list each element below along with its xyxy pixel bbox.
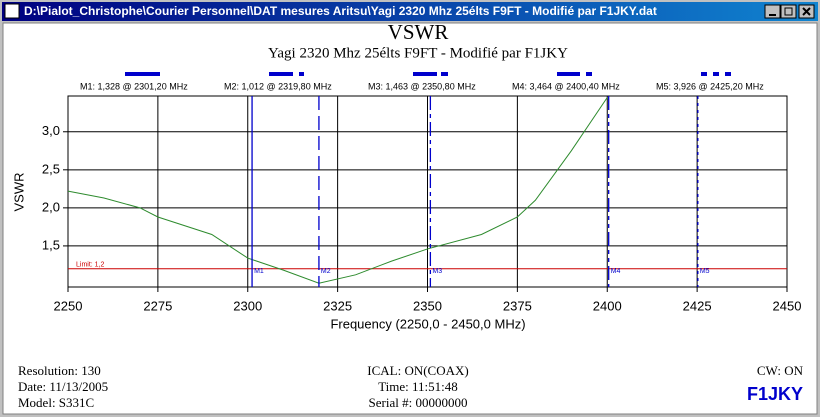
chart-title: VSWR <box>388 20 449 44</box>
x-tick-label: 2325 <box>323 298 352 313</box>
vswr-line <box>67 97 608 284</box>
limit-label: Limit: 1,2 <box>76 262 105 269</box>
x-tick-label: 2300 <box>233 298 262 313</box>
marker-label: M3: 1,463 @ 2350,80 MHz <box>368 81 476 91</box>
time: Time: 11:51:48 <box>378 379 458 394</box>
y-tick-label: 1,5 <box>42 237 60 252</box>
chart-subtitle: Yagi 2320 Mhz 25élts F9FT - Modifié par … <box>268 45 568 61</box>
ical: ICAL: ON(COAX) <box>367 363 468 378</box>
x-tick-label: 2450 <box>773 298 802 313</box>
y-tick-label: 2,0 <box>42 199 60 214</box>
maximize-button[interactable] <box>780 4 797 19</box>
x-tick-label: 2375 <box>503 298 532 313</box>
callsign: F1JKY <box>747 384 803 404</box>
x-tick-label: 2250 <box>54 298 83 313</box>
date: Date: 11/13/2005 <box>18 379 108 394</box>
model: Model: S331C <box>18 395 94 410</box>
marker-label: M2: 1,012 @ 2319,80 MHz <box>224 81 332 91</box>
x-tick-label: 2425 <box>683 298 712 313</box>
app-icon <box>4 3 20 19</box>
x-axis-label: Frequency (2250,0 - 2450,0 MHz) <box>330 316 525 331</box>
marker-label: M5: 3,926 @ 2425,20 MHz <box>656 81 764 91</box>
marker-tag: M1 <box>254 268 264 275</box>
window-title: D:\Pialot_Christophe\Courier Personnel\D… <box>24 4 657 18</box>
marker-tag: M5 <box>700 268 710 275</box>
y-axis-label: VSWR <box>11 173 26 212</box>
cw: CW: ON <box>757 363 804 378</box>
minimize-button[interactable] <box>764 4 781 19</box>
resolution: Resolution: 130 <box>18 363 101 378</box>
x-tick-label: 2275 <box>143 298 172 313</box>
marker-tag: M4 <box>611 268 621 275</box>
title-bar <box>2 2 818 21</box>
marker-tag: M3 <box>432 268 442 275</box>
serial: Serial #: 00000000 <box>369 395 468 410</box>
x-tick-label: 2350 <box>413 298 442 313</box>
plot: 2250 2275 2300 2325 2350 2375 2400 2425 2450 1,5 2… <box>42 72 802 313</box>
y-tick-label: 2,5 <box>42 161 60 176</box>
marker-label: M1: 1,328 @ 2301,20 MHz <box>80 81 188 91</box>
marker-label: M4: 3,464 @ 2400,40 MHz <box>512 81 620 91</box>
footer: Resolution: 130 Date: 11/13/2005 Model: … <box>18 363 804 410</box>
window-buttons <box>764 4 815 19</box>
marker-tag: M2 <box>321 268 331 275</box>
y-tick-label: 3,0 <box>42 123 60 138</box>
x-tick-label: 2400 <box>593 298 622 313</box>
